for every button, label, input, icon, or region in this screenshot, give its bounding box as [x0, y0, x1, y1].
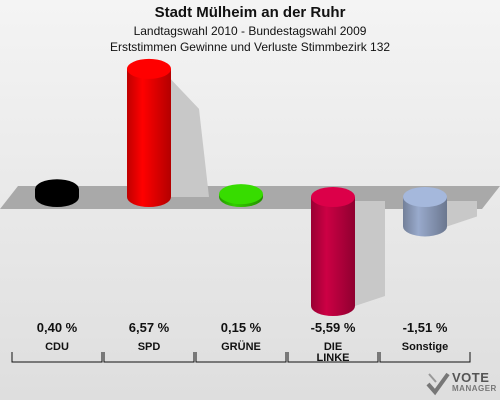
category-label: CDU — [45, 341, 69, 353]
category-bracket — [195, 352, 287, 363]
chart-subtitle-election: Landtagswahl 2010 - Bundestagswahl 2009 — [133, 24, 367, 38]
bar-shadow — [161, 68, 209, 197]
value-label: -5,59 % — [311, 320, 356, 335]
bar-bottom-cap — [127, 187, 171, 207]
value-label: 0,40 % — [37, 320, 78, 335]
value-label: -1,51 % — [403, 320, 448, 335]
bar-top-cap — [311, 187, 355, 207]
category-label: GRÜNE — [221, 340, 261, 353]
bar-top-cap — [127, 58, 171, 79]
category-label: DIE — [324, 341, 342, 353]
bar-shadow — [355, 201, 385, 307]
category-bracket — [287, 352, 379, 363]
bar-top-cap — [35, 179, 79, 200]
chart-title: Stadt Mülheim an der Ruhr — [154, 4, 346, 21]
category-label: SPD — [138, 341, 161, 353]
category-bracket — [11, 352, 103, 363]
chart-subtitle-district: Erststimmen Gewinne und Verluste Stimmbe… — [109, 40, 391, 54]
value-label: 6,57 % — [129, 320, 170, 335]
value-label: 0,15 % — [221, 320, 262, 335]
logo-text-vote: VOTE — [452, 370, 490, 385]
bar-top-cap — [219, 184, 263, 205]
category-label: LINKE — [317, 352, 350, 364]
category-bracket — [103, 352, 195, 363]
bar-shadow — [447, 201, 477, 227]
category-bracket — [379, 352, 471, 363]
category-label: Sonstige — [402, 341, 448, 353]
bar — [127, 68, 171, 197]
bar-top-cap — [403, 187, 447, 207]
vote-check-icon — [426, 372, 450, 396]
vote-manager-logo: VOTE MANAGER — [426, 368, 500, 400]
bar — [311, 197, 355, 307]
bar-bottom-cap — [311, 296, 355, 317]
bar-bottom-cap — [403, 216, 447, 237]
logo-text-manager: MANAGER — [452, 384, 497, 393]
